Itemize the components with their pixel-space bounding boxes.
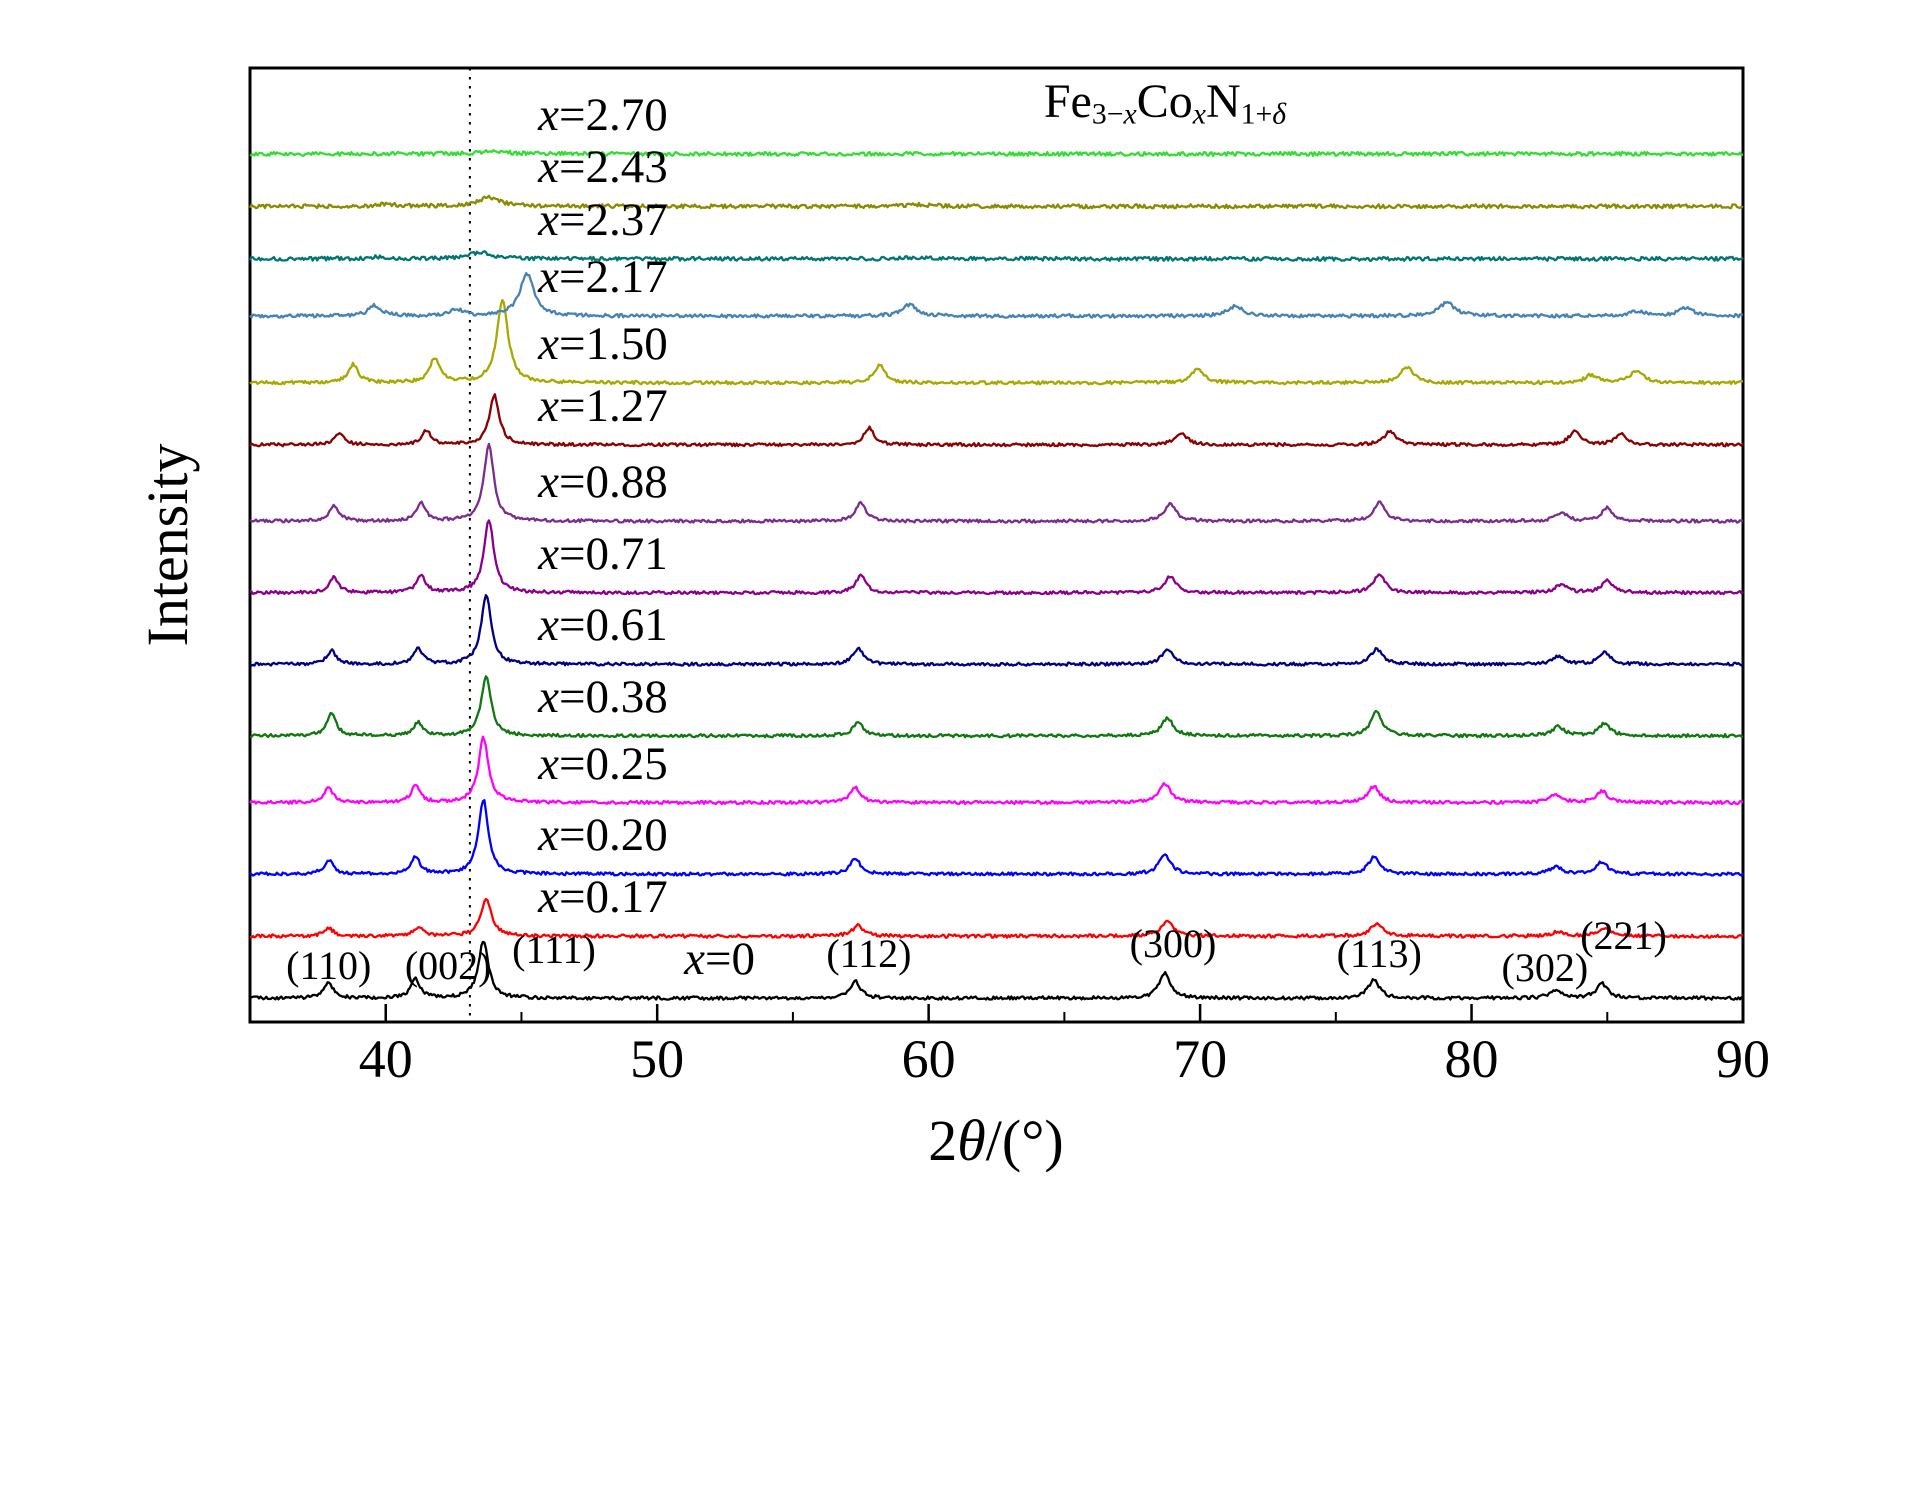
series-label-x-1-50: x=1.50 — [538, 317, 668, 370]
series-label-x-2-17: x=2.17 — [538, 254, 668, 301]
series-var-symbol: x — [538, 737, 559, 790]
curve-x-0-61 — [249, 594, 1744, 667]
curve-x-2-17 — [249, 272, 1744, 319]
curve-x-1-50 — [249, 298, 1744, 386]
series-var-symbol: x — [538, 379, 559, 432]
series-var-value: =1.50 — [558, 317, 668, 370]
series-var-value: =0.38 — [558, 670, 668, 723]
series-var-value: =0.71 — [558, 527, 668, 580]
peak-label-002: (002) — [404, 943, 492, 988]
series-var-symbol: x — [538, 317, 559, 370]
x-axis-label: 2θ/(°) — [928, 1112, 1063, 1170]
y-axis-label: Intensity — [135, 443, 200, 647]
series-var-value: =0.17 — [558, 871, 668, 924]
series-var-symbol: x — [538, 141, 559, 194]
x-tick-label-40: 40 — [358, 1029, 413, 1089]
x-axis-label-units: /(°) — [985, 1108, 1064, 1173]
title-co: Co — [1136, 75, 1193, 128]
peak-label-300: (300) — [1129, 921, 1217, 966]
series-var-value: =0.20 — [558, 809, 668, 862]
series-var-symbol: x — [538, 456, 559, 509]
series-label-x-0-25: x=0.25 — [538, 737, 668, 790]
plot-frame — [248, 66, 1745, 1024]
x-tick-label-50: 50 — [630, 1029, 685, 1089]
series-label-x-2-37: x=2.37 — [538, 193, 668, 246]
x-tick-label-90: 90 — [1716, 1029, 1770, 1089]
series-var-symbol: x — [538, 193, 559, 246]
x-tick-label-60: 60 — [901, 1029, 956, 1089]
series-var-value: =0.61 — [558, 599, 668, 652]
series-label-x-0-38: x=0.38 — [538, 670, 668, 723]
x-tick-label-80: 80 — [1444, 1029, 1499, 1089]
curve-x-0 — [249, 940, 1744, 1001]
series-var-value: =2.17 — [558, 251, 668, 304]
curve-x-0-17 — [249, 897, 1744, 939]
series-var-symbol: x — [538, 809, 559, 862]
peak-label-111: (111) — [512, 927, 596, 972]
series-label-x-0: x=0 — [684, 936, 755, 983]
title-n-subscript: 1+δ — [1240, 97, 1287, 131]
series-label-x-0-17: x=0.17 — [538, 874, 668, 921]
x-axis-label-theta: θ — [957, 1108, 986, 1173]
series-label-x-1-27: x=1.27 — [538, 379, 668, 432]
series-var-symbol: x — [538, 599, 559, 652]
title-co-subscript: x — [1192, 97, 1206, 131]
peak-label-113: (113) — [1336, 931, 1422, 976]
series-var-value: =0.88 — [558, 456, 668, 509]
peak-label-110: (110) — [286, 943, 372, 988]
curve-x-1-27 — [249, 393, 1744, 448]
series-var-symbol: x — [538, 871, 559, 924]
series-label-x-2-43: x=2.43 — [538, 144, 668, 191]
curve-x-2-37 — [248, 250, 1744, 262]
x-tick-label-70: 70 — [1173, 1029, 1228, 1089]
title-fe-subscript: 3−x — [1091, 97, 1137, 131]
series-label-x-0-88: x=0.88 — [538, 459, 668, 506]
series-var-value: =0 — [705, 933, 756, 986]
title-n: N — [1205, 75, 1241, 128]
series-var-value: =1.27 — [558, 379, 668, 432]
chart-title: Fe3−xCoxN1+δ — [1043, 75, 1287, 131]
series-var-value: =0.25 — [558, 737, 668, 790]
series-label-x-2-70: x=2.70 — [538, 88, 668, 141]
peak-label-112: (112) — [826, 931, 912, 976]
series-var-value: =2.70 — [558, 88, 668, 141]
series-var-value: =2.43 — [558, 141, 668, 194]
curve-x-0-20 — [249, 799, 1744, 877]
curve-x-0-88 — [249, 442, 1744, 524]
x-axis-label-coef: 2 — [928, 1108, 958, 1173]
peak-label-221: (221) — [1580, 913, 1667, 958]
series-label-x-0-61: x=0.61 — [538, 602, 668, 649]
series-label-x-0-71: x=0.71 — [538, 527, 668, 580]
peak-label-302: (302) — [1501, 945, 1589, 990]
curve-x-2-70 — [249, 149, 1744, 157]
series-var-symbol: x — [538, 670, 559, 723]
curve-x-0-71 — [249, 519, 1744, 596]
series-var-symbol: x — [684, 933, 706, 986]
title-fe: Fe — [1043, 75, 1092, 128]
curve-x-0-25 — [249, 735, 1744, 806]
series-var-symbol: x — [538, 251, 559, 304]
series-label-x-0-20: x=0.20 — [538, 812, 668, 859]
series-var-symbol: x — [538, 527, 559, 580]
series-var-symbol: x — [538, 88, 559, 141]
series-var-value: =2.37 — [558, 193, 668, 246]
curve-x-0-38 — [249, 675, 1744, 739]
curve-x-2-43 — [248, 194, 1744, 210]
